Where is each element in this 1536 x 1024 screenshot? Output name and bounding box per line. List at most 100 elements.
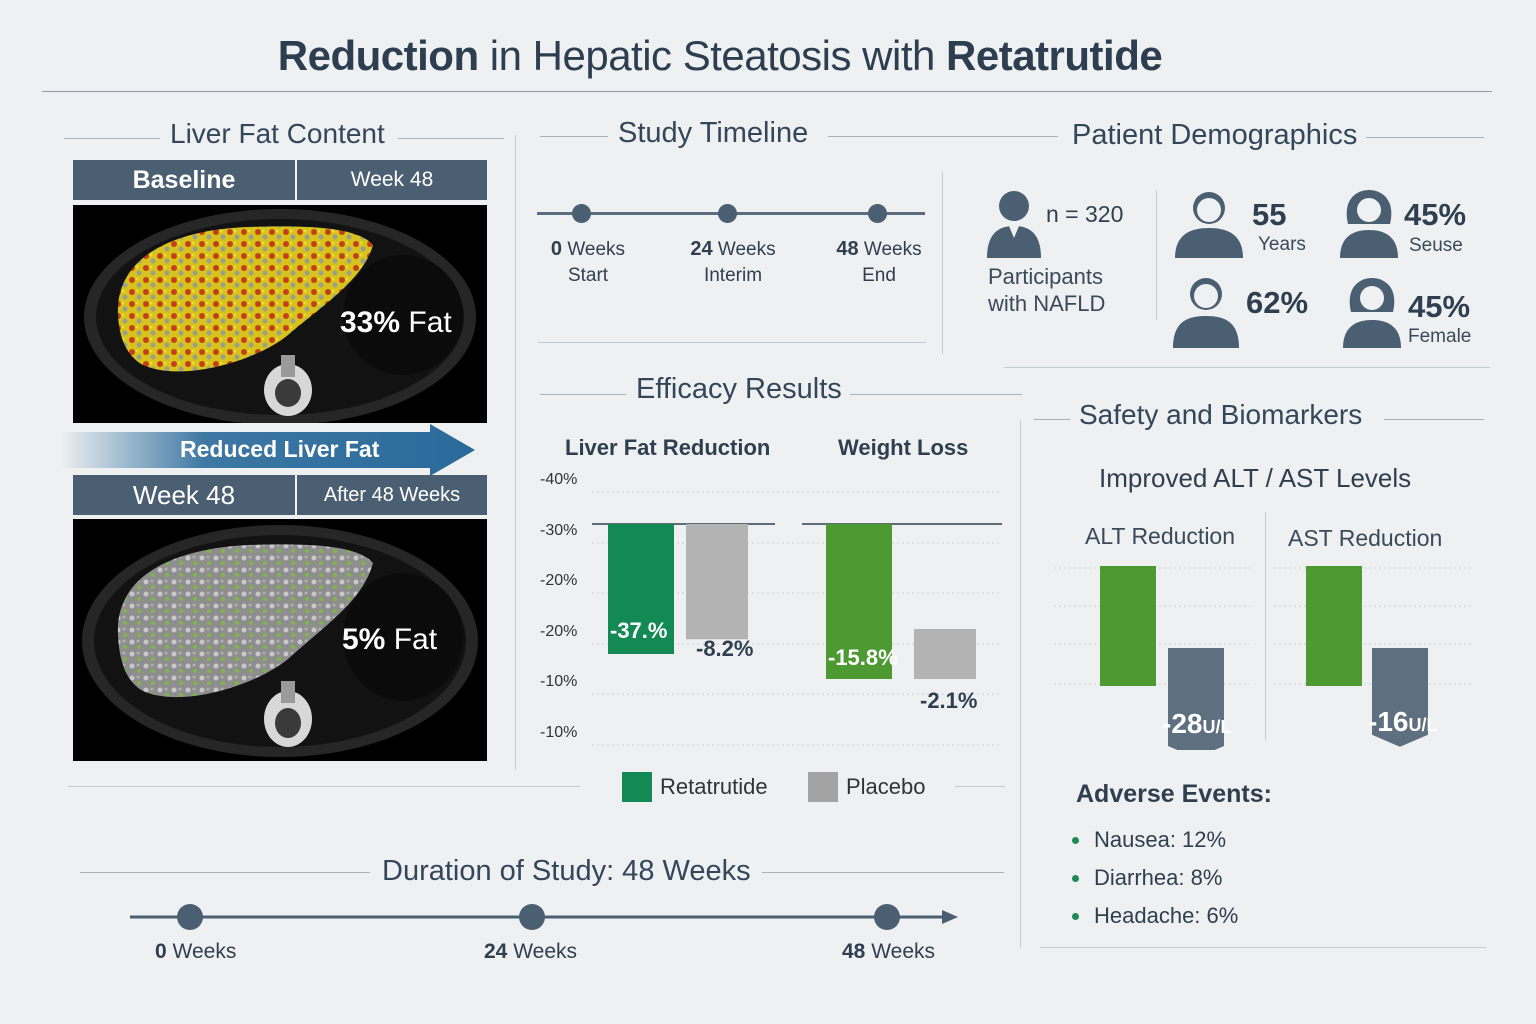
ast-reduction-bar xyxy=(1372,648,1428,747)
timeline-label-end: 48 Weeks End xyxy=(836,238,922,286)
divider xyxy=(1040,947,1486,948)
stat2-sub: Seuse xyxy=(1409,235,1463,256)
liver-ret-bar xyxy=(608,524,674,654)
bullet-icon xyxy=(1072,913,1079,920)
duration-label-24: 24 Weeks xyxy=(484,940,577,963)
y-tick-label: -40% xyxy=(540,471,577,488)
timeline-marker xyxy=(718,204,737,223)
duration-label-0: 0 Weeks xyxy=(155,940,237,963)
divider xyxy=(942,172,943,354)
duration-track xyxy=(130,910,958,924)
week48-fat-label: 5% Fat xyxy=(342,623,438,656)
liver-placebo-bar xyxy=(686,524,748,640)
divider xyxy=(64,138,160,139)
bullet-icon xyxy=(1072,875,1079,882)
alt-green-bar xyxy=(1100,566,1156,686)
timeline-label-start: 0 Weeks Start xyxy=(550,238,626,286)
title-divider xyxy=(42,91,1492,92)
divider xyxy=(850,394,1022,395)
participant-icon xyxy=(987,191,1041,258)
ast-green-bar xyxy=(1306,566,1362,686)
divider xyxy=(1366,137,1484,138)
biomarker-subtitle: Improved ALT / AST Levels xyxy=(1099,463,1412,493)
n-label: n = 320 xyxy=(1046,201,1124,227)
arrow-icon xyxy=(60,424,475,476)
ast-value-label: -16U/L xyxy=(1368,706,1438,737)
timeline-marker xyxy=(572,204,591,223)
y-tick-label: -20% xyxy=(540,572,577,589)
y-tick-label: -10% xyxy=(540,724,577,741)
baseline-fat-label: 33% Fat xyxy=(340,306,452,339)
divider xyxy=(1265,512,1266,740)
tab-after-48-weeks: After 48 Weeks xyxy=(297,475,487,515)
age-value: 55 xyxy=(1252,197,1287,232)
alt-reduction-bar xyxy=(1168,648,1224,750)
tab-week48: Week 48 xyxy=(73,475,295,515)
legend-retatrutide-swatch xyxy=(622,772,652,802)
y-tick-label: -30% xyxy=(540,522,577,539)
divider xyxy=(540,136,608,137)
tab-baseline-week48: Week 48 xyxy=(297,160,487,200)
divider xyxy=(80,872,370,873)
baseline-mri-drawing xyxy=(84,209,476,423)
divider xyxy=(955,786,1005,787)
weight-ret-value: -15.8% xyxy=(828,645,898,670)
alt-label: ALT Reduction xyxy=(1085,523,1236,549)
stat4-sub: Female xyxy=(1408,326,1472,347)
stat4-value: 45% xyxy=(1408,289,1471,324)
reduced-fat-arrow: Reduced Liver Fat xyxy=(60,424,480,476)
divider xyxy=(1004,367,1490,368)
divider xyxy=(1156,190,1157,320)
divider xyxy=(515,135,516,770)
adverse-events-title: Adverse Events: xyxy=(1076,780,1272,808)
divider xyxy=(398,138,504,139)
female-person-icon xyxy=(1340,190,1398,258)
divider xyxy=(828,136,1058,137)
biomarker-bar-chart xyxy=(1054,566,1474,750)
duration-label-48: 48 Weeks xyxy=(842,940,935,963)
legend-retatrutide-label: Retatrutide xyxy=(660,774,768,799)
divider xyxy=(540,394,626,395)
safety-section-title: Safety and Biomarkers xyxy=(1079,399,1363,430)
alt-value-label: -28U/L xyxy=(1162,708,1232,739)
liver-ret-value: -37.% xyxy=(610,618,667,643)
demographics-section-title: Patient Demographics xyxy=(1072,119,1358,151)
duration-title: Duration of Study: 48 Weeks xyxy=(382,855,751,887)
divider xyxy=(538,342,926,343)
weight-loss-chart-title: Weight Loss xyxy=(838,435,969,460)
female-person-icon xyxy=(1343,278,1401,348)
ae-item: Headache: 6% xyxy=(1094,903,1239,928)
liver-placebo-value: -8.2% xyxy=(696,636,753,661)
bullet-icon xyxy=(1072,837,1079,844)
baseline-mri-image xyxy=(73,205,487,423)
weight-ret-bar xyxy=(826,524,892,679)
ae-item: Nausea: 12% xyxy=(1094,827,1227,852)
liver-section-title: Liver Fat Content xyxy=(170,118,385,149)
divider xyxy=(68,786,580,787)
week48-mri-image xyxy=(73,519,487,761)
male-person-icon xyxy=(1173,278,1239,348)
timeline-section-title: Study Timeline xyxy=(618,117,809,149)
week48-mri-drawing xyxy=(82,525,478,757)
ast-label: AST Reduction xyxy=(1288,525,1443,551)
tab-baseline: Baseline xyxy=(73,160,295,200)
age-sub: Years xyxy=(1258,234,1306,255)
arrow-label: Reduced Liver Fat xyxy=(180,436,380,462)
divider xyxy=(762,872,1004,873)
y-tick-label: -10% xyxy=(540,673,577,690)
weight-placebo-value: -2.1% xyxy=(920,688,977,713)
legend-placebo-label: Placebo xyxy=(846,774,926,799)
participants-label: Participants xyxy=(988,264,1103,289)
divider xyxy=(1020,420,1021,948)
timeline-label-interim: 24 Weeks Interim xyxy=(690,238,776,286)
duration-marker xyxy=(519,904,545,930)
timeline-marker xyxy=(868,204,887,223)
weight-placebo-bar xyxy=(914,629,976,679)
stat3-value: 62% xyxy=(1246,285,1309,320)
efficacy-section-title: Efficacy Results xyxy=(636,373,842,405)
divider xyxy=(1034,419,1070,420)
duration-marker xyxy=(177,904,203,930)
duration-marker xyxy=(874,904,900,930)
participants-label-2: with NAFLD xyxy=(988,291,1106,316)
page-title: Reduction in Hepatic Steatosis with Reta… xyxy=(277,32,1163,79)
